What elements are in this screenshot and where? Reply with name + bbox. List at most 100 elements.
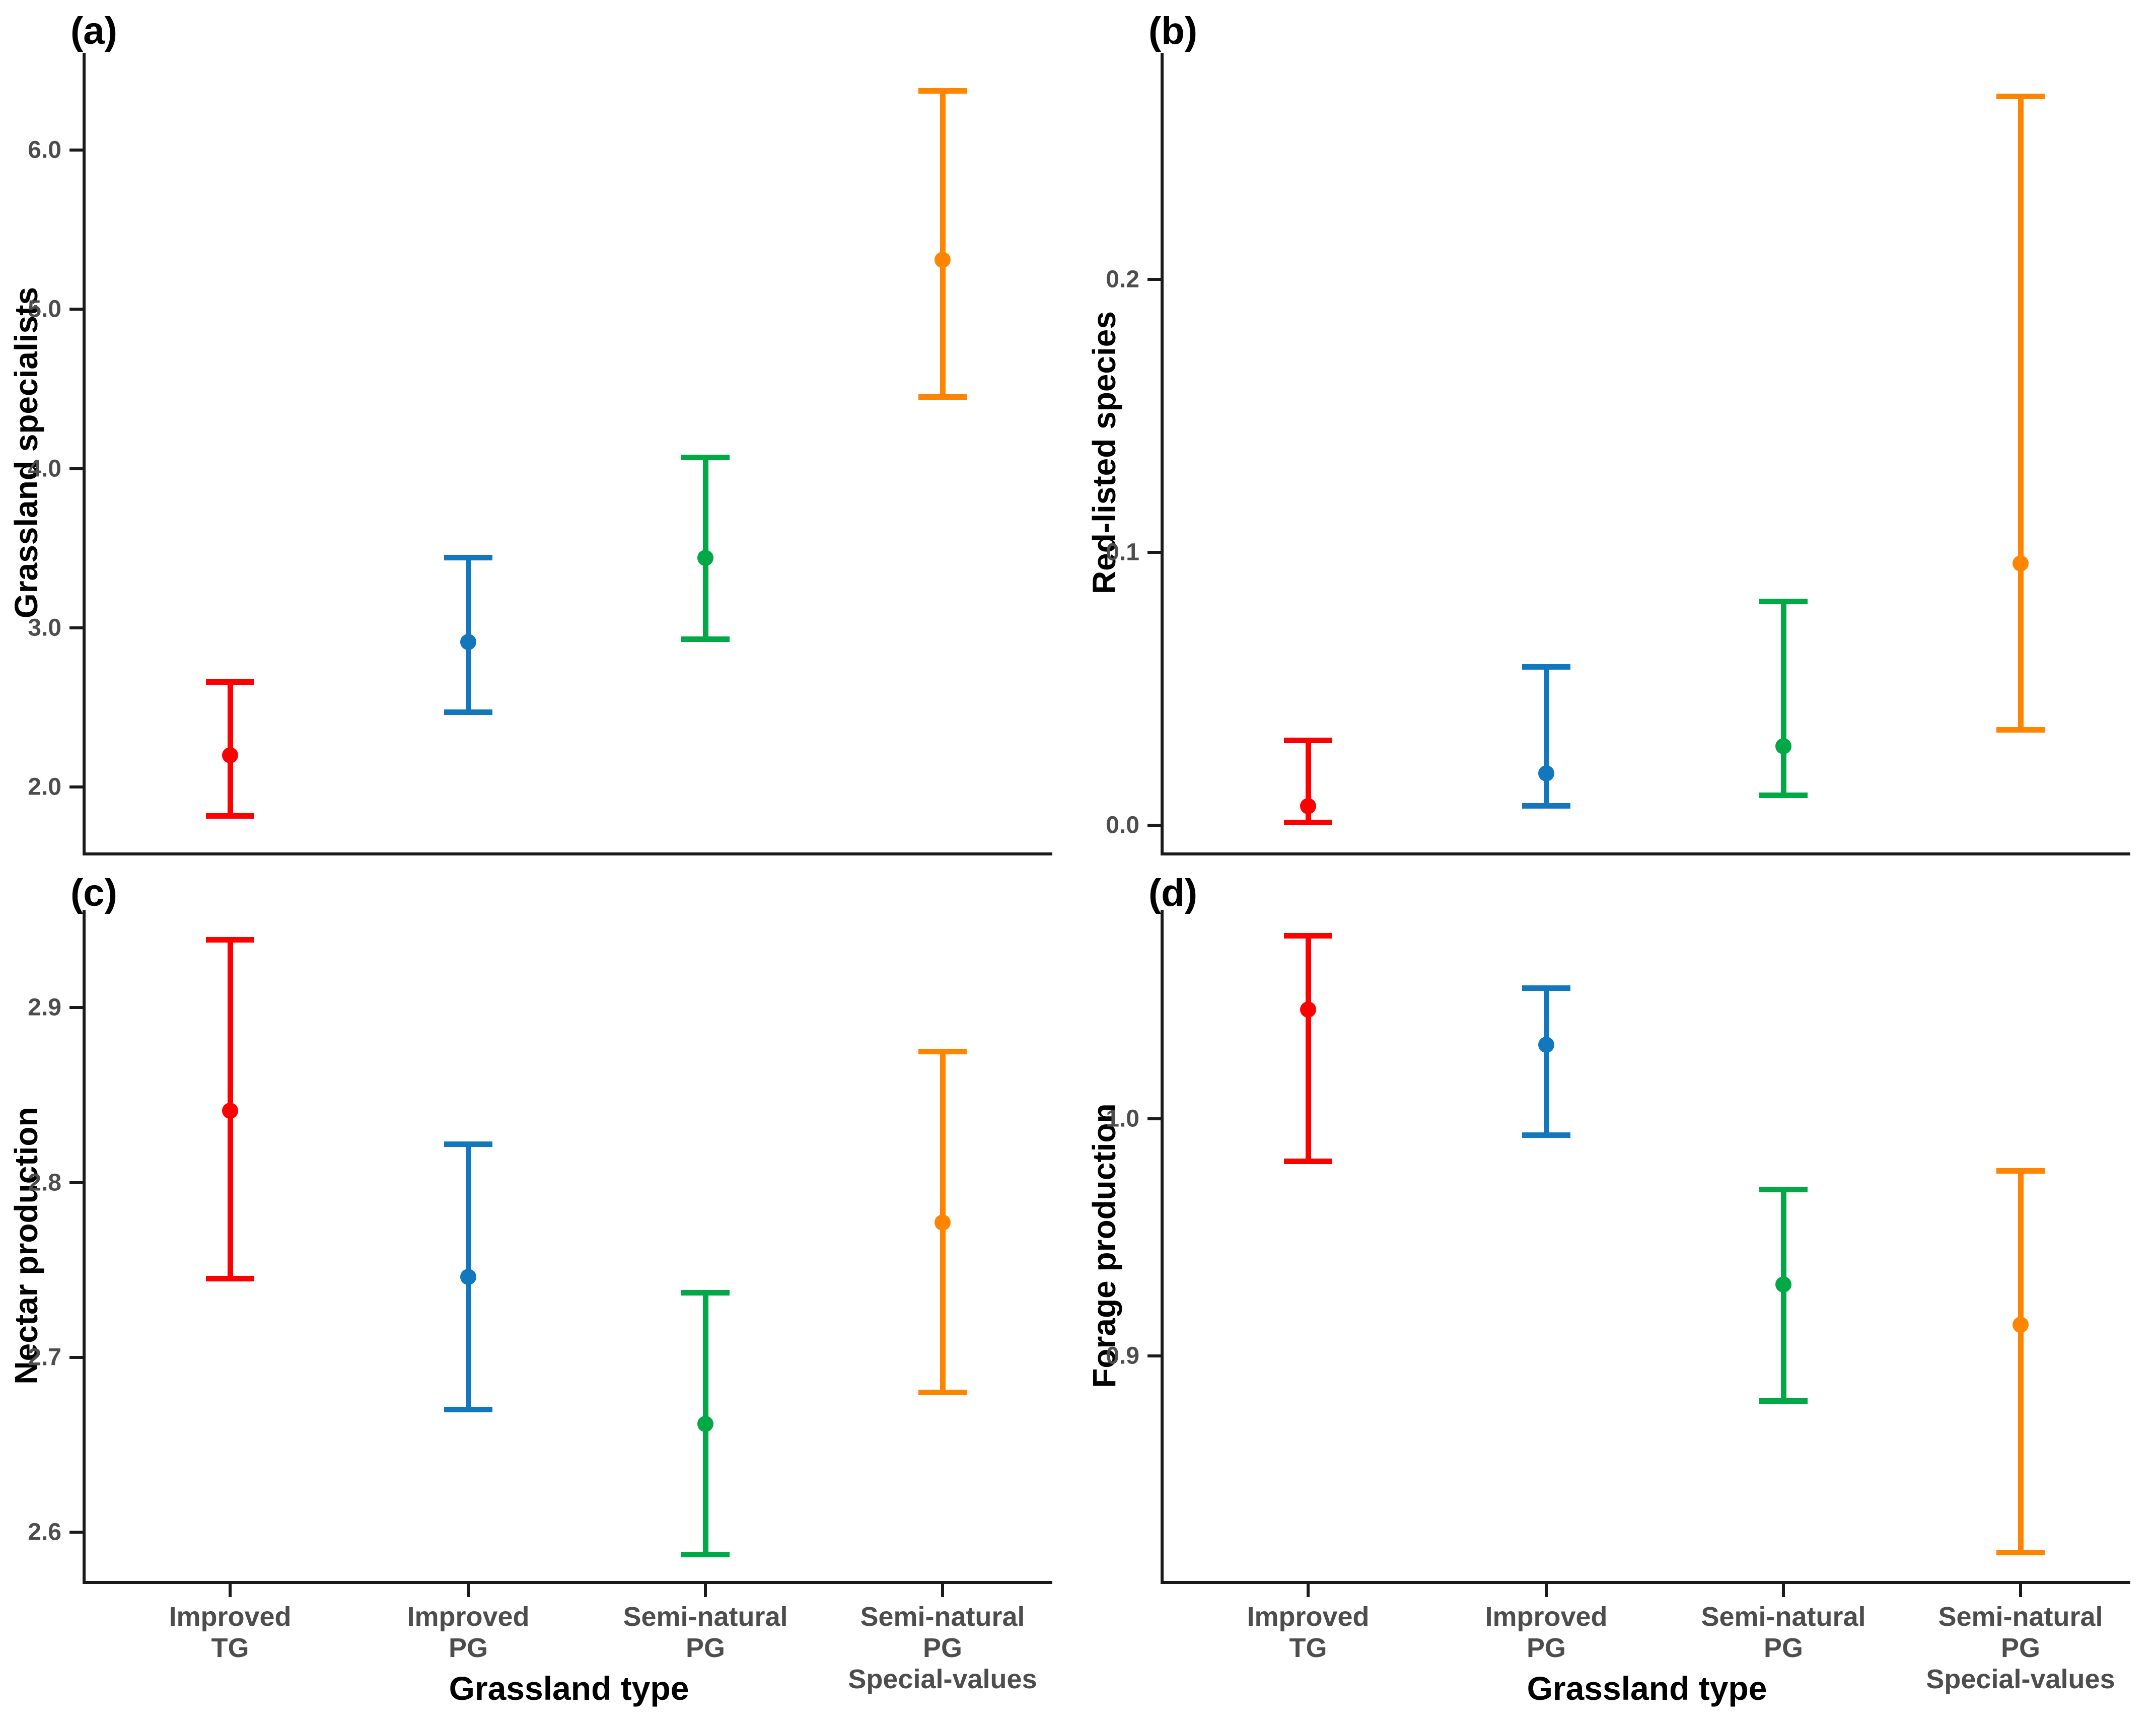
- error-bar-cap-bottom: [1759, 792, 1808, 798]
- error-bar-cap-top: [206, 937, 254, 943]
- x-axis-line: [83, 1581, 1052, 1584]
- error-bar-cap-top: [918, 1048, 967, 1054]
- error-bar-line: [2018, 1171, 2024, 1553]
- category-label-line: Semi-natural: [860, 1602, 1025, 1632]
- point-marker: [697, 549, 713, 566]
- category-label-line: Semi-natural: [623, 1602, 788, 1632]
- point-marker: [222, 747, 238, 764]
- panel-letter: (c): [70, 872, 117, 914]
- y-tick-label: 6.0: [28, 136, 61, 164]
- category-label-line: TG: [211, 1633, 249, 1663]
- y-tick-label: 2.7: [28, 1344, 61, 1371]
- error-bar-cap-bottom: [1284, 819, 1332, 825]
- y-tick: [1147, 1117, 1161, 1120]
- y-tick: [69, 1355, 83, 1359]
- y-tick: [69, 1530, 83, 1534]
- error-bar-line: [1543, 988, 1549, 1135]
- category-label-semi-natural-pg-special-values: Semi-natural PG Special-values: [1880, 1601, 2156, 1695]
- y-axis-title: Grassland specialists: [8, 286, 44, 619]
- error-bar-cap-bottom: [444, 709, 492, 715]
- y-tick: [1147, 277, 1161, 281]
- error-bar-cap-top: [1996, 1168, 2045, 1174]
- x-tick: [2019, 1584, 2022, 1597]
- category-label-line: Improved: [1247, 1602, 1370, 1632]
- error-bar-line: [1305, 936, 1311, 1162]
- category-label-line: TG: [1289, 1633, 1327, 1663]
- error-bar-line: [2018, 96, 2024, 730]
- point-marker: [1775, 738, 1791, 754]
- error-bar-cap-top: [444, 1141, 492, 1147]
- error-bar-cap-bottom: [681, 636, 730, 642]
- category-label-line: Improved: [407, 1602, 530, 1632]
- panel-c: (c) Nectar production 2.6 2.7 2.8 2.9 Improved…: [0, 862, 1078, 1724]
- error-bar-cap-top: [1522, 664, 1570, 670]
- panel-a: (a) Grassland specialists 2.0 3.0 4.0 5.0 6.0: [0, 0, 1078, 862]
- point-marker: [1300, 1001, 1316, 1018]
- error-bar-cap-top: [444, 555, 492, 561]
- point-marker: [460, 634, 476, 651]
- category-label-line: PG: [2000, 1633, 2041, 1663]
- error-bar-cap-bottom: [1996, 727, 2045, 733]
- x-axis-line: [1161, 1581, 2130, 1584]
- y-tick-label: 2.8: [28, 1169, 61, 1196]
- error-bar-cap-top: [1759, 598, 1808, 604]
- x-axis-title: Grassland type: [1527, 1670, 1767, 1707]
- y-tick-label: 0.9: [1106, 1342, 1139, 1370]
- point-marker: [2013, 555, 2029, 571]
- y-tick-label: 2.0: [28, 773, 61, 801]
- category-label-line: PG: [685, 1633, 726, 1663]
- category-label-semi-natural-pg: Semi-natural PG: [1642, 1601, 1924, 1664]
- error-bar-line: [1780, 1189, 1786, 1401]
- y-tick: [69, 148, 83, 152]
- error-bar-cap-bottom: [1522, 803, 1570, 809]
- error-bar-line: [702, 457, 708, 639]
- x-axis-line: [83, 852, 1052, 855]
- x-tick: [229, 1584, 232, 1597]
- category-label-improved-pg: Improved PG: [1405, 1601, 1687, 1664]
- error-bar-cap-bottom: [681, 1552, 730, 1558]
- category-label-line: PG: [1763, 1633, 1804, 1663]
- point-marker: [460, 1268, 476, 1285]
- error-bar-line: [1543, 667, 1549, 806]
- error-bar-cap-bottom: [1996, 1549, 2045, 1555]
- category-label-line: PG: [448, 1633, 488, 1663]
- panel-letter: (d): [1148, 872, 1198, 914]
- error-bar-cap-top: [918, 88, 967, 94]
- y-tick: [69, 1006, 83, 1010]
- y-tick-label: 2.6: [28, 1519, 61, 1546]
- error-bar-cap-bottom: [1284, 1158, 1332, 1164]
- y-axis-line: [1161, 910, 1164, 1584]
- error-bar-cap-top: [1284, 738, 1332, 744]
- error-bar-cap-top: [1996, 94, 2045, 100]
- error-bar-cap-bottom: [206, 1275, 254, 1281]
- point-marker: [1300, 798, 1316, 814]
- y-tick-label: 5.0: [28, 296, 61, 323]
- error-bar-cap-bottom: [918, 1389, 967, 1395]
- category-label-line: Improved: [169, 1602, 292, 1632]
- error-bar-cap-bottom: [1759, 1398, 1808, 1404]
- category-label-improved-pg: Improved PG: [327, 1601, 609, 1664]
- y-tick-label: 0.2: [1106, 266, 1139, 293]
- category-label-line: Improved: [1485, 1602, 1608, 1632]
- y-tick: [69, 308, 83, 311]
- y-tick: [69, 626, 83, 629]
- point-marker: [1775, 1276, 1791, 1293]
- category-label-semi-natural-pg: Semi-natural PG: [564, 1601, 846, 1664]
- error-bar-line: [1305, 740, 1311, 823]
- error-bar-cap-top: [206, 679, 254, 685]
- point-marker: [1538, 765, 1554, 781]
- y-axis-line: [1161, 53, 1164, 855]
- y-axis-line: [83, 53, 86, 855]
- x-tick: [1307, 1584, 1310, 1597]
- category-label-line: Semi-natural: [1701, 1602, 1866, 1632]
- error-bar-cap-top: [1522, 985, 1570, 991]
- y-tick: [1147, 823, 1161, 827]
- category-label-improved-tg: Improved TG: [89, 1601, 371, 1664]
- point-marker: [935, 1214, 951, 1231]
- x-tick: [1782, 1584, 1785, 1597]
- error-bar-cap-bottom: [918, 394, 967, 400]
- y-tick-label: 3.0: [28, 614, 61, 641]
- category-label-line: PG: [1526, 1633, 1566, 1663]
- y-tick: [1147, 550, 1161, 554]
